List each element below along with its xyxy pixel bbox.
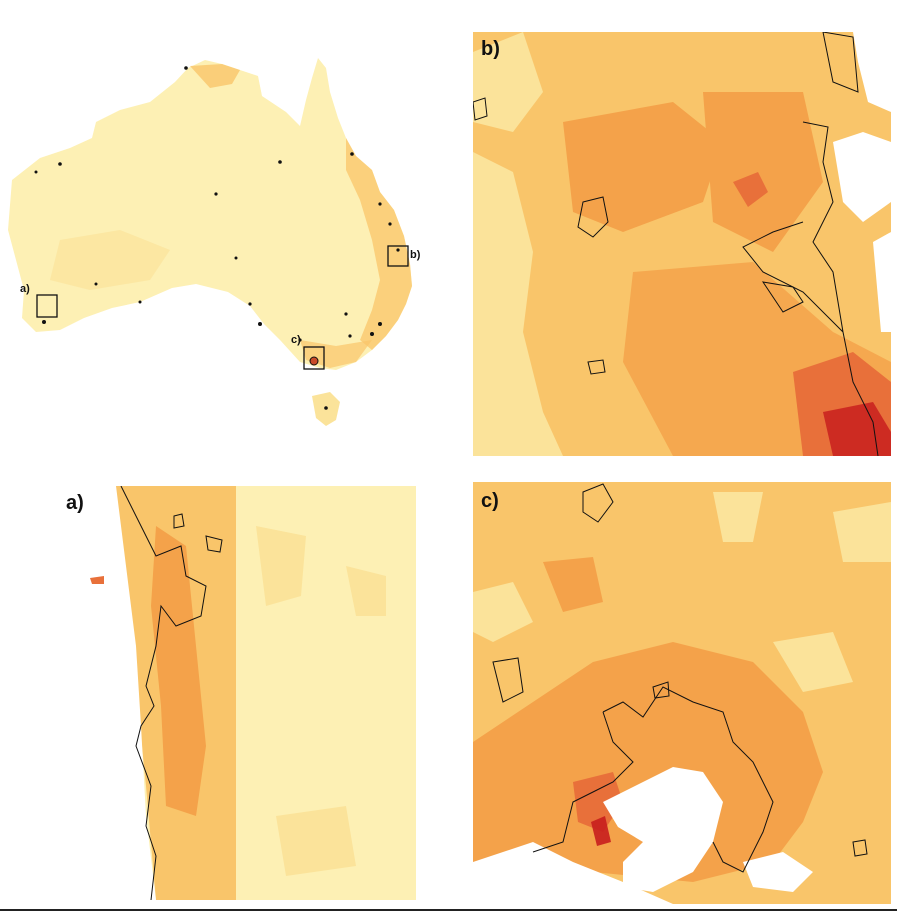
panel-c-south-water [473, 842, 673, 904]
panel-b-ocean-strip [873, 232, 891, 332]
australia-map-svg [8, 58, 412, 426]
panel-a-red-specks [90, 576, 104, 584]
interior-lighter-patch [50, 230, 170, 290]
bottom-border-line [0, 909, 897, 911]
inset-box-c [303, 346, 325, 370]
panel-c-pale-patches [473, 492, 891, 692]
panel-b-bay [833, 132, 891, 222]
panel-b-red-spots [733, 172, 768, 207]
panel-b-svg [473, 32, 891, 456]
panel-c-westernport [743, 852, 813, 892]
panel-a-label: a) [66, 492, 84, 514]
panel-c-north-orange [543, 557, 603, 612]
panel-a-west-water [86, 486, 156, 900]
panel-a-light-patches [256, 526, 386, 876]
north-patch [190, 64, 240, 88]
panel-b-pale-strip [473, 32, 543, 132]
panel-a-svg [86, 486, 416, 900]
panel-b-label: b) [481, 38, 500, 60]
panel-c-svg [473, 482, 891, 904]
panel-a-urban-outlines [120, 486, 223, 900]
panel-c-port-phillip-bay [603, 767, 723, 892]
panel-a-orange-band [151, 526, 206, 816]
panel-b-pale-west [473, 152, 563, 456]
panel-b-map: b) [473, 32, 891, 456]
panel-b-orange-2 [703, 92, 823, 252]
overview-map: a) b) c) [0, 40, 430, 440]
inset-box-b [387, 245, 409, 267]
urban-dots [34, 66, 400, 410]
panel-c-red-cluster [591, 816, 611, 846]
australia-mainland [8, 58, 412, 370]
panel-c-deep-inner [573, 772, 623, 832]
east-coast-gradient [346, 138, 412, 350]
inset-label-a: a) [20, 283, 30, 295]
panel-c-urban-outlines [492, 483, 868, 873]
panel-c-label: c) [481, 490, 499, 512]
inset-label-c: c) [291, 334, 301, 346]
panel-c-orange-ring [473, 642, 823, 882]
panel-b-urban-outlines [473, 32, 879, 456]
panel-c-map: c) [473, 482, 891, 904]
panel-b-coast-water [853, 32, 891, 112]
inset-label-b: b) [410, 249, 421, 261]
panel-a-map: a) [66, 486, 416, 900]
panel-b-red-core [823, 402, 891, 456]
melbourne-marker [309, 356, 319, 366]
inset-box-a [36, 294, 58, 318]
